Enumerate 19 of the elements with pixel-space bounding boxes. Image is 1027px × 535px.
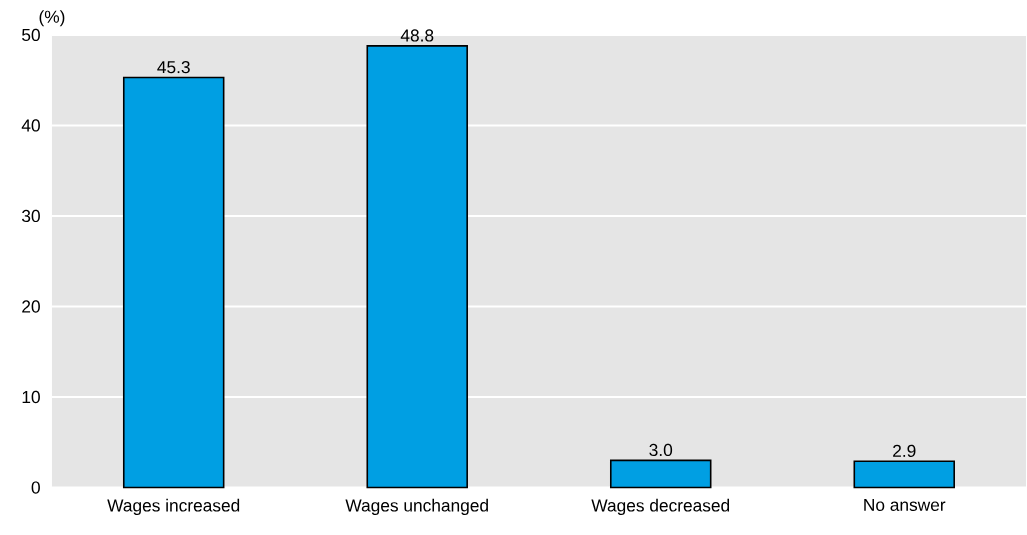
y-axis-title: (%) <box>39 9 65 27</box>
y-tick-label: 0 <box>31 481 40 494</box>
data-label: 48.8 <box>400 29 434 42</box>
data-label: 45.3 <box>157 60 190 74</box>
bar <box>853 460 955 489</box>
data-label: 3.0 <box>649 443 673 456</box>
x-tick-label: Wages increased <box>107 498 240 515</box>
data-label: 2.9 <box>893 444 916 457</box>
y-tick-label: 50 <box>22 28 40 41</box>
y-tick-label: 10 <box>22 390 40 403</box>
bar <box>609 459 712 489</box>
y-tick-label: 40 <box>21 119 40 132</box>
y-tick-label: 20 <box>22 300 40 313</box>
bar <box>122 76 225 489</box>
x-tick-label: No answer <box>864 498 946 511</box>
y-tick-label: 30 <box>22 209 40 222</box>
x-tick-label: Wages unchanged <box>345 498 488 515</box>
x-tick-label: Wages decreased <box>591 498 730 515</box>
bar <box>366 44 468 489</box>
